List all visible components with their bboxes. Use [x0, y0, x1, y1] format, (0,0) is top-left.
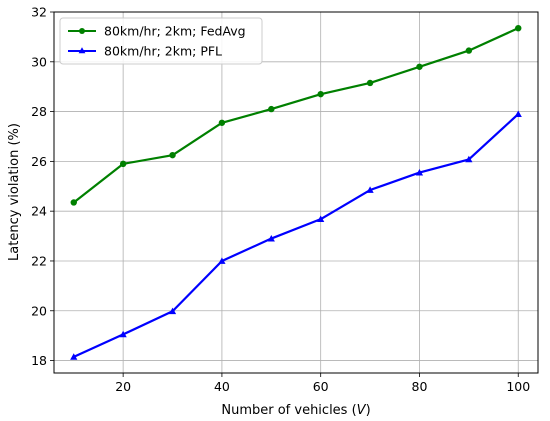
x-tick-label: 60	[313, 379, 329, 394]
legend: 80km/hr; 2km; FedAvg 80km/hr; 2km; PFL	[59, 17, 263, 65]
legend-entry-fedavg: 80km/hr; 2km; FedAvg	[68, 24, 246, 39]
data-point	[317, 215, 325, 223]
legend-label-fedavg: 80km/hr; 2km; FedAvg	[104, 24, 246, 39]
data-point	[366, 79, 374, 87]
data-point	[465, 155, 473, 163]
plot-frame	[53, 11, 539, 374]
y-tick-label: 18	[31, 353, 47, 368]
data-point	[119, 160, 127, 168]
data-point	[465, 47, 473, 54]
legend-marker-fedavg	[79, 28, 85, 34]
data-point	[268, 105, 275, 113]
series-1	[70, 24, 522, 206]
data-point	[70, 353, 78, 360]
data-point	[169, 151, 176, 159]
y-tick-label: 28	[31, 104, 47, 119]
y-tick-label: 20	[31, 303, 47, 318]
y-tick-label: 24	[31, 204, 47, 219]
series-2	[70, 110, 522, 360]
data-point	[366, 186, 374, 193]
series-line	[73, 27, 519, 204]
data-point	[70, 199, 77, 206]
ticks: 20 40 60 80 100 18 20 22 24 26 28 30 32	[31, 5, 530, 395]
data-point	[416, 63, 423, 70]
data-point	[415, 168, 424, 176]
x-tick-label: 80	[412, 379, 428, 394]
data-point	[218, 119, 226, 126]
y-tick-label: 22	[31, 253, 47, 268]
x-tick-label: 20	[115, 379, 131, 394]
legend-entry-pfl: 80km/hr; 2km; PFL	[68, 44, 222, 59]
y-axis-label: Latency violation (%)	[7, 123, 22, 261]
data-point	[218, 257, 226, 264]
y-tick-label: 26	[31, 154, 47, 169]
series-line	[73, 113, 519, 358]
x-tick-label: 40	[214, 379, 230, 394]
x-axis-label: Number of vehicles (V)	[221, 403, 370, 418]
data-point	[515, 24, 522, 32]
legend-marker-pfl	[78, 47, 86, 54]
grid	[54, 11, 538, 373]
series-layer	[70, 24, 522, 360]
data-point	[267, 234, 275, 242]
data-point	[514, 110, 522, 117]
data-point	[168, 307, 177, 315]
x-axis-label-end: )	[366, 403, 371, 418]
x-tick-label: 100	[506, 379, 530, 394]
y-tick-label: 30	[31, 54, 47, 69]
data-point	[119, 330, 127, 338]
x-axis-label-variable: V	[357, 403, 367, 418]
x-axis-label-start: Number of vehicles (	[221, 403, 356, 418]
y-tick-label: 32	[31, 5, 47, 20]
legend-box	[59, 17, 263, 65]
data-point	[317, 90, 324, 98]
legend-label-pfl: 80km/hr; 2km; PFL	[104, 44, 222, 59]
